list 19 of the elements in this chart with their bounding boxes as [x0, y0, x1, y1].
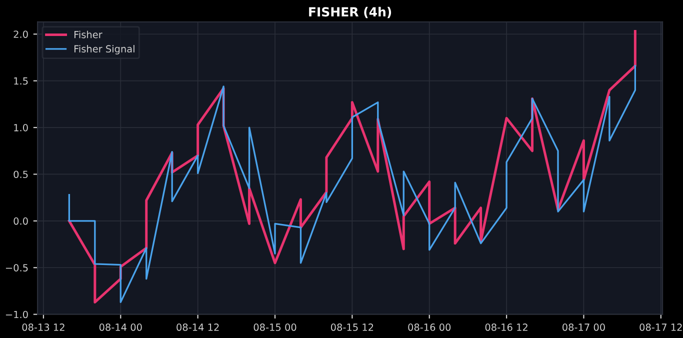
legend-label: Fisher [74, 30, 102, 38]
x-tick-label: 08-16 00 [408, 324, 451, 331]
x-tick-label: 08-17 00 [562, 324, 605, 331]
y-tick-label: 0.0 [14, 217, 28, 225]
x-tick-label: 08-14 00 [99, 324, 142, 331]
x-tick-label: 08-15 12 [330, 324, 374, 331]
x-tick-label: 08-17 12 [640, 324, 682, 331]
y-tick-label: −0.5 [6, 264, 28, 272]
x-tick-label: 08-15 00 [254, 324, 296, 331]
y-tick-label: 0.5 [14, 170, 28, 178]
y-tick-label: 2.0 [14, 30, 28, 38]
x-tick-label: 08-16 12 [485, 324, 528, 331]
y-tick-label: 1.0 [14, 124, 28, 132]
chart-title: FISHER (4h) [309, 6, 392, 18]
legend-label: Fisher Signal [74, 44, 134, 54]
y-tick-label: −1.0 [6, 310, 28, 318]
x-tick-label: 08-14 12 [176, 324, 219, 331]
y-tick-label: 1.5 [14, 77, 28, 85]
x-tick-label: 08-13 12 [22, 324, 64, 331]
